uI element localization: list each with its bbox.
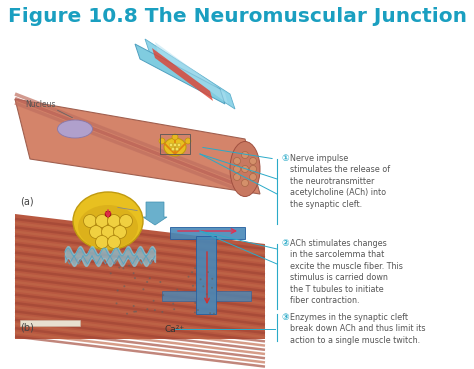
Circle shape — [202, 285, 204, 287]
Circle shape — [234, 173, 240, 180]
Circle shape — [101, 225, 115, 238]
Circle shape — [194, 311, 196, 313]
Text: ①: ① — [281, 154, 289, 163]
Circle shape — [249, 158, 256, 165]
Circle shape — [241, 152, 248, 159]
Circle shape — [113, 225, 127, 238]
Circle shape — [133, 305, 135, 307]
Text: Nucleus: Nucleus — [25, 100, 55, 109]
Circle shape — [108, 235, 120, 248]
FancyBboxPatch shape — [20, 320, 80, 326]
Text: ③: ③ — [281, 313, 289, 322]
Circle shape — [188, 276, 190, 277]
Circle shape — [177, 143, 181, 147]
Circle shape — [185, 138, 191, 144]
Circle shape — [146, 281, 148, 283]
Ellipse shape — [57, 120, 92, 138]
Circle shape — [197, 309, 199, 311]
Circle shape — [128, 265, 130, 266]
Circle shape — [200, 278, 201, 280]
Ellipse shape — [230, 141, 260, 197]
Ellipse shape — [73, 192, 143, 250]
Circle shape — [172, 134, 178, 140]
Circle shape — [194, 267, 196, 269]
FancyBboxPatch shape — [196, 236, 216, 314]
Polygon shape — [15, 99, 260, 194]
Circle shape — [209, 312, 211, 314]
Polygon shape — [145, 39, 235, 109]
Circle shape — [249, 173, 256, 180]
Text: ACh stimulates changes
in the sarcolemma that
excite the muscle fiber. This
stim: ACh stimulates changes in the sarcolemma… — [290, 239, 403, 305]
Circle shape — [175, 147, 179, 151]
Circle shape — [105, 211, 111, 217]
Circle shape — [126, 313, 128, 315]
FancyBboxPatch shape — [170, 227, 245, 239]
Ellipse shape — [78, 205, 138, 249]
Circle shape — [116, 302, 118, 304]
Circle shape — [108, 214, 120, 228]
Circle shape — [211, 278, 213, 280]
Circle shape — [159, 281, 161, 283]
Circle shape — [207, 271, 209, 273]
Circle shape — [211, 287, 213, 289]
Circle shape — [133, 272, 135, 274]
Circle shape — [194, 302, 196, 304]
Circle shape — [133, 311, 135, 313]
Polygon shape — [15, 214, 265, 339]
Text: Ca²⁺: Ca²⁺ — [165, 325, 185, 334]
Text: (b): (b) — [20, 323, 34, 333]
Circle shape — [161, 311, 164, 313]
Text: Enzymes in the synaptic cleft
break down ACh and thus limit its
action to a sing: Enzymes in the synaptic cleft break down… — [290, 313, 426, 345]
Circle shape — [192, 285, 194, 287]
Circle shape — [146, 308, 148, 310]
Circle shape — [169, 143, 173, 147]
Circle shape — [234, 166, 240, 172]
Circle shape — [117, 290, 118, 292]
Polygon shape — [135, 44, 225, 104]
FancyArrow shape — [143, 202, 167, 225]
Circle shape — [134, 277, 136, 279]
Circle shape — [95, 214, 109, 228]
Polygon shape — [152, 48, 213, 101]
Circle shape — [176, 289, 178, 291]
Text: (a): (a) — [20, 196, 34, 206]
Circle shape — [171, 147, 175, 151]
Circle shape — [122, 267, 125, 269]
Circle shape — [213, 313, 215, 315]
Circle shape — [110, 272, 112, 274]
Circle shape — [241, 179, 248, 186]
Circle shape — [173, 308, 175, 310]
Circle shape — [191, 271, 193, 273]
Circle shape — [149, 277, 151, 279]
Text: Nerve impulse
stimulates the release of
the neurotransmitter
acetylcholine (ACh): Nerve impulse stimulates the release of … — [290, 154, 390, 209]
Circle shape — [83, 214, 97, 228]
FancyBboxPatch shape — [162, 291, 196, 301]
FancyBboxPatch shape — [10, 59, 275, 214]
Circle shape — [142, 288, 145, 290]
Circle shape — [206, 293, 208, 295]
Ellipse shape — [164, 138, 186, 156]
Circle shape — [162, 294, 164, 296]
Circle shape — [95, 235, 109, 248]
Circle shape — [119, 214, 133, 228]
Circle shape — [241, 166, 248, 172]
Circle shape — [90, 225, 102, 238]
Polygon shape — [155, 42, 228, 104]
Text: ②: ② — [281, 239, 289, 248]
Circle shape — [234, 158, 240, 165]
Circle shape — [173, 143, 177, 147]
Circle shape — [135, 311, 137, 313]
Circle shape — [118, 266, 120, 269]
Circle shape — [153, 300, 155, 302]
Circle shape — [249, 166, 256, 172]
Circle shape — [159, 138, 165, 144]
Circle shape — [172, 303, 174, 305]
Text: Figure 10.8 The Neuromuscular Junction: Figure 10.8 The Neuromuscular Junction — [8, 7, 467, 26]
Circle shape — [123, 285, 125, 287]
Circle shape — [154, 309, 156, 311]
FancyBboxPatch shape — [216, 291, 251, 301]
